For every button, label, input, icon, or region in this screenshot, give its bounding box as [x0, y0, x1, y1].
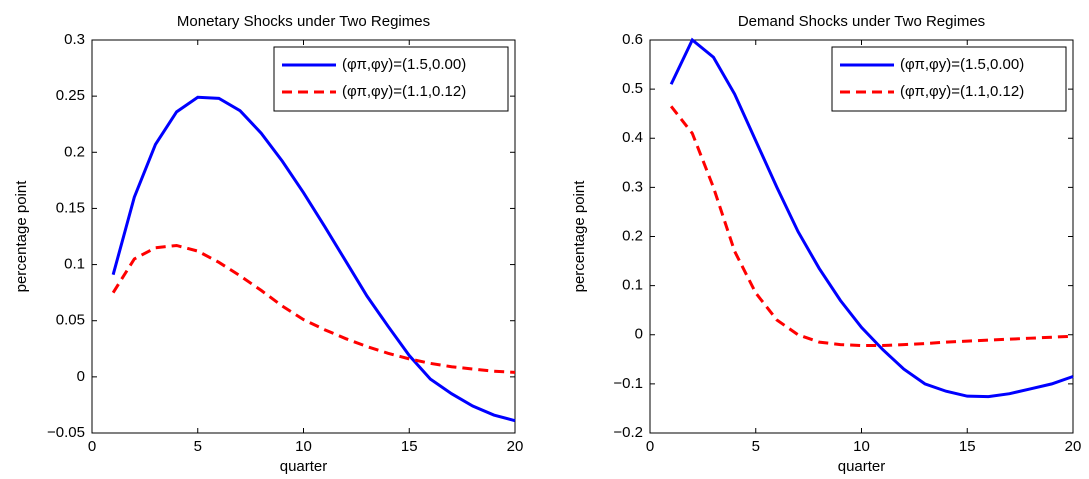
y-tick-label: 0.05: [56, 312, 85, 329]
legend-label: (φπ,φy)=(1.1,0.12): [342, 83, 466, 100]
chart-title: Demand Shocks under Two Regimes: [738, 13, 985, 30]
x-tick-label: 20: [1065, 438, 1082, 455]
x-tick-label: 0: [646, 438, 654, 455]
x-tick-label: 20: [507, 438, 524, 455]
x-axis-label: quarter: [838, 458, 886, 475]
y-tick-label: 0: [77, 368, 85, 385]
plot-frame: [649, 39, 1074, 434]
data-line: [111, 95, 516, 423]
x-tick-label: 5: [752, 438, 760, 455]
y-tick-label: −0.2: [613, 424, 643, 441]
y-tick-label: 0: [635, 326, 643, 343]
y-tick-label: 0.25: [56, 87, 85, 104]
x-tick-label: 10: [853, 438, 870, 455]
x-tick-label: 5: [194, 438, 202, 455]
x-tick-label: 15: [401, 438, 418, 455]
legend-label: (φπ,φy)=(1.5,0.00): [342, 56, 466, 73]
y-axis-label: percentage point: [13, 180, 30, 293]
x-tick-label: 0: [88, 438, 96, 455]
y-tick-label: −0.05: [47, 424, 85, 441]
x-tick-label: 15: [959, 438, 976, 455]
legend-box: [831, 46, 1067, 112]
y-tick-label: 0.2: [622, 227, 643, 244]
y-axis-label: percentage point: [571, 180, 588, 293]
y-tick-label: 0.15: [56, 199, 85, 216]
data-line: [111, 243, 516, 374]
plot-frame: [91, 39, 516, 434]
x-tick-label: 10: [295, 438, 312, 455]
y-tick-label: −0.1: [613, 375, 643, 392]
legend-label: (φπ,φy)=(1.5,0.00): [900, 56, 1024, 73]
y-tick-label: 0.4: [622, 129, 643, 146]
data-line: [669, 37, 1074, 399]
y-tick-label: 0.2: [64, 143, 85, 160]
x-axis-label: quarter: [280, 458, 328, 475]
chart-title: Monetary Shocks under Two Regimes: [177, 13, 430, 30]
y-tick-label: 0.1: [64, 256, 85, 273]
y-tick-label: 0.3: [622, 178, 643, 195]
data-line: [669, 105, 1074, 348]
legend-box: [273, 46, 509, 112]
y-tick-label: 0.3: [64, 31, 85, 48]
y-tick-label: 0.1: [622, 277, 643, 294]
y-tick-label: 0.6: [622, 31, 643, 48]
legend-label: (φπ,φy)=(1.1,0.12): [900, 83, 1024, 100]
y-tick-label: 0.5: [622, 80, 643, 97]
